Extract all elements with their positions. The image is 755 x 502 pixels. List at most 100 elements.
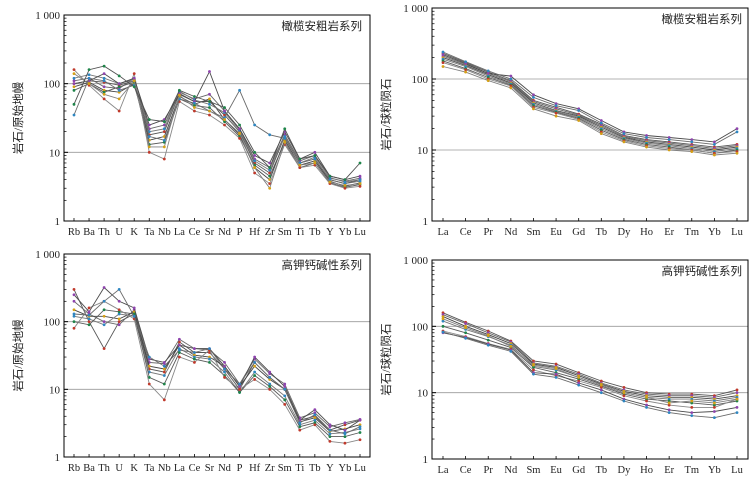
data-point (268, 168, 272, 172)
panel-title: 橄榄安粗岩系列 (662, 12, 743, 26)
data-point (313, 408, 317, 412)
data-point (162, 157, 166, 161)
x-tick-label: Nb (158, 227, 171, 238)
data-point (253, 355, 257, 359)
data-point (223, 106, 226, 109)
data-point (313, 157, 317, 161)
data-point (72, 113, 76, 117)
data-point (328, 440, 332, 443)
data-point (712, 140, 716, 144)
data-point (645, 395, 648, 399)
x-tick-label: Sm (278, 227, 292, 238)
data-point (599, 391, 603, 395)
x-tick-label: Sr (205, 463, 215, 474)
data-point (690, 150, 694, 153)
data-point (690, 414, 694, 418)
data-point (313, 154, 317, 157)
data-point (577, 379, 581, 383)
data-point (177, 337, 181, 341)
series-line (442, 52, 738, 148)
data-point (147, 355, 151, 359)
data-point (645, 399, 648, 403)
series-line (73, 65, 361, 181)
data-point (208, 97, 211, 101)
data-point (72, 287, 76, 291)
data-point (441, 53, 445, 57)
data-point (193, 95, 196, 98)
data-point (313, 161, 317, 165)
data-point (554, 102, 558, 106)
x-tick-label: Lu (354, 463, 366, 474)
data-point (313, 413, 317, 417)
data-point (193, 351, 196, 354)
data-point (162, 398, 166, 402)
data-point (358, 179, 362, 183)
x-tick-label: Lu (731, 227, 743, 238)
data-point (283, 382, 287, 386)
series-line (73, 300, 361, 428)
data-point (735, 130, 739, 134)
x-tick-label: Gd (572, 227, 586, 238)
y-tick-label: 100 (44, 317, 61, 329)
data-point (268, 178, 272, 182)
data-point (208, 357, 211, 361)
x-tick-label: P (237, 227, 243, 238)
data-point (645, 134, 648, 137)
data-point (509, 344, 513, 348)
data-point (712, 153, 716, 157)
x-tick-label: Zr (265, 227, 275, 238)
x-tick-label: Ta (144, 227, 155, 238)
data-point (253, 364, 257, 368)
data-point (464, 70, 468, 74)
x-tick-label: Ce (460, 227, 472, 238)
data-point (208, 113, 211, 117)
x-tick-label: K (130, 227, 138, 238)
data-point (72, 102, 76, 106)
y-tick-label: 1 000 (403, 255, 428, 267)
data-point (208, 109, 211, 113)
data-point (268, 133, 272, 137)
data-point (441, 324, 445, 328)
x-tick-label: Nb (158, 463, 171, 474)
series-line (73, 286, 361, 431)
data-point (622, 386, 626, 389)
series-line (442, 54, 738, 143)
data-point (117, 74, 121, 78)
data-point (268, 174, 272, 178)
series-line (442, 325, 738, 406)
data-point (358, 423, 362, 427)
data-point (117, 308, 121, 312)
data-point (464, 336, 468, 340)
x-tick-label: Ta (144, 463, 155, 474)
x-tick-label: La (174, 227, 185, 238)
data-point (102, 320, 106, 324)
x-tick-label: Hf (249, 463, 261, 474)
data-point (268, 385, 272, 388)
y-tick-label: 10 (49, 147, 61, 159)
data-point (72, 308, 76, 312)
series-line (73, 70, 361, 181)
series-line (442, 66, 738, 156)
panel-3: 1 10 100 1 000 Rb Ba Th U K Ta Nb La Ce Sr Nd P Hf Zr Sm Ti… (11, 249, 371, 474)
data-point (283, 127, 287, 131)
data-point (102, 79, 106, 83)
data-point (102, 64, 106, 68)
data-point (253, 374, 257, 377)
data-point (132, 72, 136, 76)
series-line (442, 312, 738, 397)
data-point (87, 313, 91, 317)
plot-frame (431, 259, 749, 460)
data-point (464, 331, 468, 335)
data-point (147, 135, 151, 138)
data-point (441, 50, 445, 54)
data-point (441, 65, 445, 68)
x-tick-label: Ti (295, 463, 304, 474)
data-point (253, 378, 257, 381)
data-point (177, 93, 181, 97)
data-point (253, 123, 257, 127)
series-line (73, 309, 361, 438)
data-point (532, 93, 535, 97)
data-point (162, 120, 166, 124)
x-tick-label: Ti (295, 227, 304, 238)
